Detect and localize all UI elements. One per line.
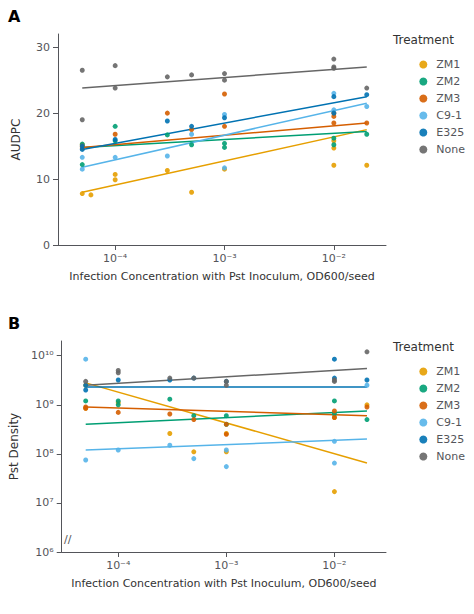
svg-text:Treatment: Treatment	[392, 33, 454, 47]
svg-text:AUDPC: AUDPC	[9, 119, 23, 161]
svg-text:ZM3: ZM3	[436, 399, 460, 412]
svg-text:ZM1: ZM1	[436, 58, 460, 71]
svg-text:E325: E325	[436, 433, 464, 446]
svg-text:B: B	[8, 314, 20, 333]
svg-text:Treatment: Treatment	[392, 340, 454, 354]
svg-text:ZM1: ZM1	[436, 365, 460, 378]
svg-text:0: 0	[43, 239, 50, 252]
svg-text:E325: E325	[436, 126, 464, 139]
svg-text:10⁻⁴: 10⁻⁴	[106, 559, 131, 572]
svg-text:10⁻²: 10⁻²	[322, 559, 346, 572]
svg-text:20: 20	[36, 107, 50, 120]
svg-text:30: 30	[36, 41, 50, 54]
svg-text:Pst Density: Pst Density	[7, 413, 21, 480]
svg-text:10⁻²: 10⁻²	[322, 252, 346, 265]
svg-text:C9-1: C9-1	[436, 416, 462, 429]
svg-text:10: 10	[36, 173, 50, 186]
svg-text:10¹⁰: 10¹⁰	[31, 349, 54, 362]
svg-text:A: A	[8, 7, 21, 26]
svg-text:10⁸: 10⁸	[35, 447, 54, 460]
svg-text:10⁻⁴: 10⁻⁴	[103, 252, 128, 265]
svg-text:ZM2: ZM2	[436, 382, 460, 395]
svg-text:10⁻³: 10⁻³	[212, 252, 236, 265]
svg-text:None: None	[436, 143, 465, 156]
svg-text:Infection Concentration with P: Infection Concentration with Pst Inoculu…	[69, 270, 374, 283]
svg-text:ZM2: ZM2	[436, 75, 460, 88]
svg-text:10⁻³: 10⁻³	[214, 559, 238, 572]
svg-text:10⁶: 10⁶	[35, 546, 54, 559]
svg-text:C9-1: C9-1	[436, 109, 462, 122]
svg-text:10⁹: 10⁹	[35, 398, 53, 411]
svg-text:10⁷: 10⁷	[35, 496, 53, 509]
svg-text:Infection Concentration with P: Infection Concentration with Pst Inoculu…	[71, 577, 376, 590]
svg-text:ZM3: ZM3	[436, 92, 460, 105]
svg-text://: //	[64, 533, 72, 546]
svg-text:None: None	[436, 450, 465, 463]
